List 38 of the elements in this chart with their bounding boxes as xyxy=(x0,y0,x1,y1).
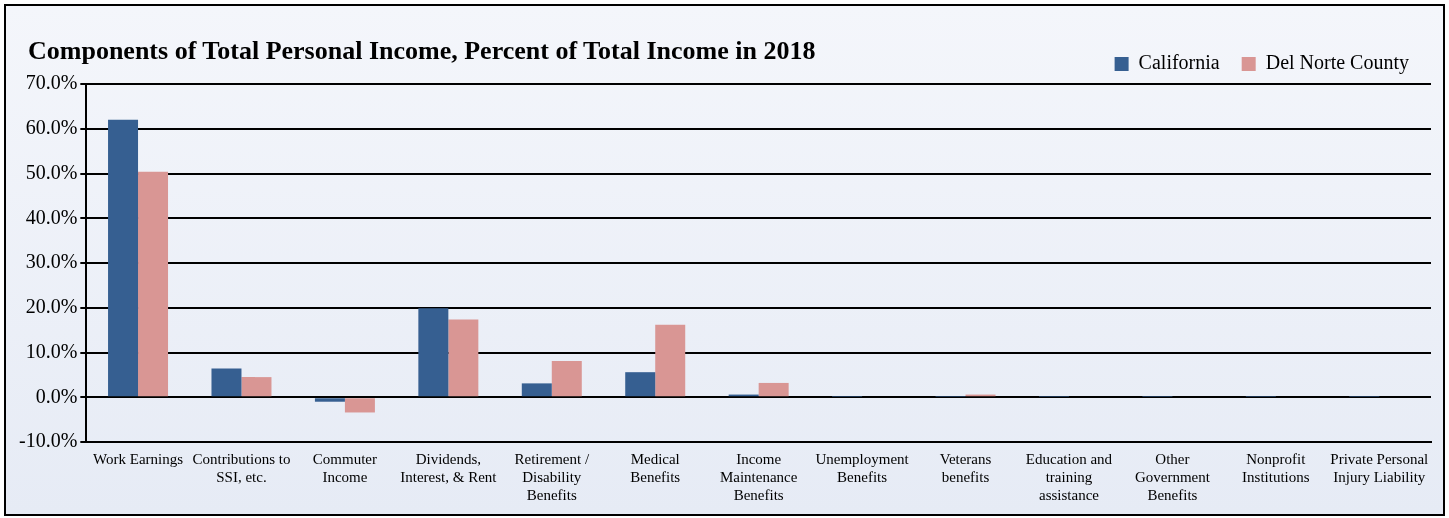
bar xyxy=(211,368,242,397)
x-tick-label: Other Government Benefits xyxy=(1134,450,1211,503)
x-tick-label: Contributions to SSI, etc. xyxy=(192,450,291,485)
y-tick-label: 20.0% xyxy=(25,295,78,317)
legend-label: California xyxy=(1138,51,1220,74)
y-tick-label: 0.0% xyxy=(35,384,78,407)
bar xyxy=(655,324,686,397)
bar xyxy=(108,119,139,397)
bar xyxy=(138,171,169,397)
bar xyxy=(625,372,656,397)
y-tick-label: 40.0% xyxy=(25,205,78,228)
bar xyxy=(758,382,789,397)
x-tick-label: Unemployment Benefits xyxy=(815,450,910,485)
x-tick-label: Veterans benefits xyxy=(939,450,992,485)
bar xyxy=(241,377,272,397)
y-tick-label: 30.0% xyxy=(25,250,78,273)
x-tick-label: Work Earnings xyxy=(93,450,184,467)
y-tick-label: 10.0% xyxy=(25,339,78,362)
x-tick-label: Dividends, Interest, & Rent xyxy=(400,450,498,485)
bar xyxy=(418,308,449,397)
chart-title: Components of Total Personal Income, Percent of Total Income in 2018 xyxy=(28,36,816,66)
y-tick-label: 70.0% xyxy=(25,71,78,94)
bar xyxy=(314,398,345,402)
x-tick-label: Retirement / Disability Benefits xyxy=(514,450,590,503)
legend-label: Del Norte County xyxy=(1265,51,1409,75)
x-tick-label: Nonprofit Institutions xyxy=(1242,450,1310,485)
bar xyxy=(521,383,552,397)
y-tick-label: 60.0% xyxy=(25,116,78,138)
bar xyxy=(448,319,479,397)
x-tick-label: Private Personal Injury Liability xyxy=(1330,450,1429,485)
bar xyxy=(344,398,375,413)
x-tick-label: Commuter Income xyxy=(312,450,377,485)
x-tick-label: Medical Benefits xyxy=(630,450,681,485)
x-tick-label: Income Maintenance Benefits xyxy=(719,450,798,503)
x-tick-label: Education and training assistance xyxy=(1025,450,1113,503)
y-tick-label: 50.0% xyxy=(25,160,78,183)
y-tick-label: -10.0% xyxy=(18,429,78,452)
bar xyxy=(551,361,582,397)
